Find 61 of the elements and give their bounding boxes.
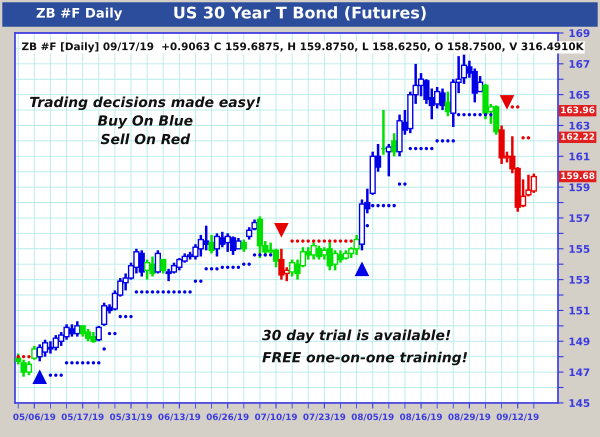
chart-subtitle: ZB #F Daily [36,8,122,20]
annotation: Sell On Red [100,134,190,144]
candlestick [208,234,215,255]
x-tick-label: 05/06/19 [13,413,56,421]
y-tick-label: 151 [570,306,590,315]
x-tick-label: 08/16/19 [400,413,442,421]
text: 162.22 [561,133,594,140]
y-tick-label: 155 [570,245,590,253]
candlestick [391,132,398,158]
y-tick-label: 163 [570,122,590,130]
x-tick-label: 06/13/19 [158,413,200,421]
text: 159.68 [561,172,594,180]
point [312,239,316,243]
point [290,239,294,243]
point [350,239,353,243]
y-tick-label: 153 [570,276,590,284]
x-tick-label: 05/31/19 [110,413,152,421]
annotation: Buy On Blue [98,115,193,129]
annotation: Trading decisions made easy! [30,96,260,110]
point [301,239,305,243]
point [274,223,289,238]
point [510,105,514,109]
y-tick-label: 165 [570,90,590,99]
y-tick-label: 157 [570,214,590,222]
point [354,262,370,276]
x-tick-label: 06/26/19 [206,413,249,421]
y-tick-label: 159 [570,183,590,192]
point [306,239,310,243]
annotation: FREE one-on-one training! [262,352,468,366]
annotation: ZB #F [Daily] 09/17/19 +0.9063 C 159.6875, H 159.8750, L 158.6250, O 158.7500, V 316.4910K [22,42,584,52]
x-tick-label: 09/12/19 [496,413,539,421]
point [344,239,348,243]
point [333,239,337,243]
point [16,354,20,358]
y-tick-label: 161 [570,152,590,160]
candlestick [386,142,392,178]
x-tick-label: 08/29/19 [448,413,490,421]
point [521,136,525,140]
candlestick [380,108,387,156]
x-tick-label: 07/23/19 [303,413,346,421]
point [32,369,47,384]
y-tick-label: 145 [570,399,590,408]
point [322,239,326,243]
y-tick-label: 147 [570,368,590,376]
x-tick-label: 08/05/19 [352,413,394,421]
chart-title: US 30 Year T Bond (Futures) [174,6,426,21]
y-tick-label: 149 [570,337,590,346]
candlestick [240,238,247,254]
point [328,239,332,243]
text: 163.96 [561,106,595,114]
candlestick [160,258,166,275]
x-tick-label: 05/17/19 [62,413,104,421]
point [500,95,514,110]
y-tick-label: 169 [570,29,590,38]
y-tick-label: 167 [570,60,590,68]
x-tick-label: 07/10/19 [254,413,297,421]
point [27,354,31,358]
annotation: 30 day trial is available! [262,330,450,344]
point [526,136,530,140]
point [516,105,520,109]
point [22,354,26,358]
